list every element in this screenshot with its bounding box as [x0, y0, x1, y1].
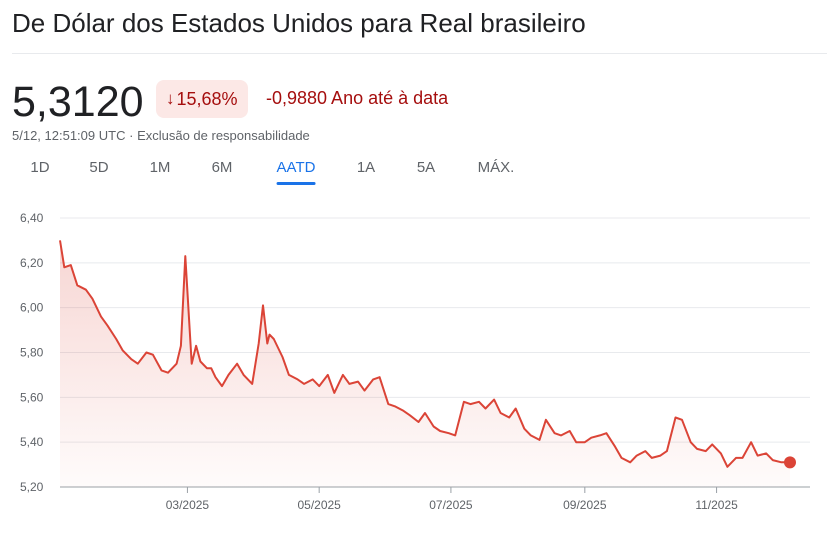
header-divider [12, 53, 827, 54]
y-tick-label: 5,20 [20, 480, 44, 494]
y-axis-labels: 6,40 6,20 6,00 5,80 5,60 5,40 5,20 [20, 211, 44, 494]
y-tick-label: 5,80 [20, 346, 44, 360]
tab-1a[interactable]: 1A [356, 159, 376, 176]
price-chart[interactable]: 6,40 6,20 6,00 5,80 5,60 5,40 5,20 03/2025 05/2… [0, 195, 827, 543]
meta-separator: · [129, 128, 134, 143]
x-tick-label: 11/2025 [695, 498, 738, 512]
y-tick-label: 5,60 [20, 390, 44, 404]
absolute-change: -0,9880 Ano até à data [266, 88, 449, 108]
y-tick-label: 6,00 [20, 301, 44, 315]
arrow-down-icon: ↓ [166, 89, 175, 108]
tab-6m[interactable]: 6M [211, 159, 233, 176]
x-axis-labels: 03/2025 05/2025 07/2025 09/2025 11/2025 [166, 498, 738, 512]
tab-5d[interactable]: 5D [89, 159, 109, 176]
x-tick-label: 09/2025 [563, 498, 607, 512]
disclaimer-link[interactable]: Exclusão de responsabilidade [137, 128, 310, 143]
tab-1d[interactable]: 1D [30, 159, 50, 176]
price-area [60, 240, 790, 487]
timestamp: 5/12, 12:51:09 UTC [12, 128, 126, 143]
x-tick-label: 05/2025 [297, 498, 341, 512]
percent-change-badge: ↓ 15,68% [156, 80, 248, 118]
tab-1m[interactable]: 1M [149, 159, 171, 176]
tab-5a[interactable]: 5A [416, 159, 436, 176]
y-tick-label: 6,40 [20, 211, 44, 225]
percent-change-value: 15,68% [176, 88, 238, 109]
price-line [59, 240, 790, 468]
tab-aatd[interactable]: AATD [276, 159, 316, 185]
current-price: 5,3120 [12, 78, 144, 126]
x-tick-label: 03/2025 [166, 498, 210, 512]
x-tick-label: 07/2025 [429, 498, 473, 512]
x-axis-ticks [186, 487, 718, 493]
quote-meta: 5/12, 12:51:09 UTC · Exclusão de respons… [12, 128, 310, 143]
last-price-dot [784, 456, 796, 469]
page-title: De Dólar dos Estados Unidos para Real br… [12, 8, 586, 38]
tab-max[interactable]: MÁX. [477, 159, 515, 176]
y-tick-label: 5,40 [20, 435, 44, 449]
y-tick-label: 6,20 [20, 256, 44, 270]
